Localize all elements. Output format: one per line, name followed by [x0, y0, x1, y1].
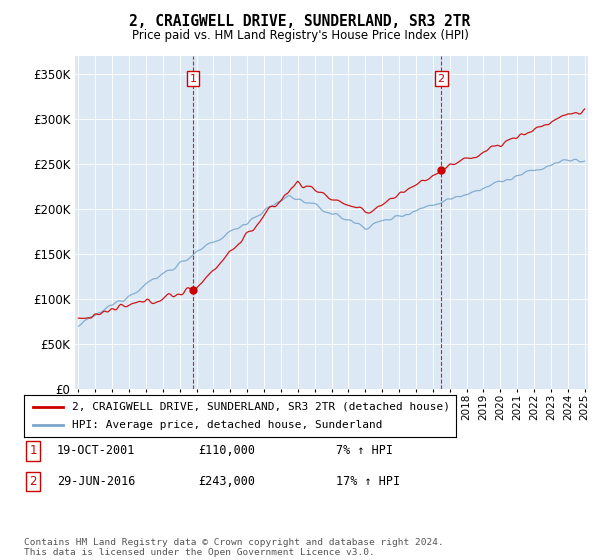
Text: Contains HM Land Registry data © Crown copyright and database right 2024.
This d: Contains HM Land Registry data © Crown c…: [24, 538, 444, 557]
Text: Price paid vs. HM Land Registry's House Price Index (HPI): Price paid vs. HM Land Registry's House …: [131, 29, 469, 42]
Text: 1: 1: [29, 444, 37, 458]
Text: 2, CRAIGWELL DRIVE, SUNDERLAND, SR3 2TR (detached house): 2, CRAIGWELL DRIVE, SUNDERLAND, SR3 2TR …: [71, 402, 449, 412]
Text: £110,000: £110,000: [198, 444, 255, 458]
Text: 1: 1: [190, 73, 197, 83]
Text: HPI: Average price, detached house, Sunderland: HPI: Average price, detached house, Sund…: [71, 420, 382, 430]
Text: 2: 2: [29, 475, 37, 488]
Text: 29-JUN-2016: 29-JUN-2016: [57, 475, 136, 488]
Text: £243,000: £243,000: [198, 475, 255, 488]
Text: 7% ↑ HPI: 7% ↑ HPI: [336, 444, 393, 458]
Text: 19-OCT-2001: 19-OCT-2001: [57, 444, 136, 458]
Text: 17% ↑ HPI: 17% ↑ HPI: [336, 475, 400, 488]
Text: 2, CRAIGWELL DRIVE, SUNDERLAND, SR3 2TR: 2, CRAIGWELL DRIVE, SUNDERLAND, SR3 2TR: [130, 14, 470, 29]
Text: 2: 2: [437, 73, 445, 83]
